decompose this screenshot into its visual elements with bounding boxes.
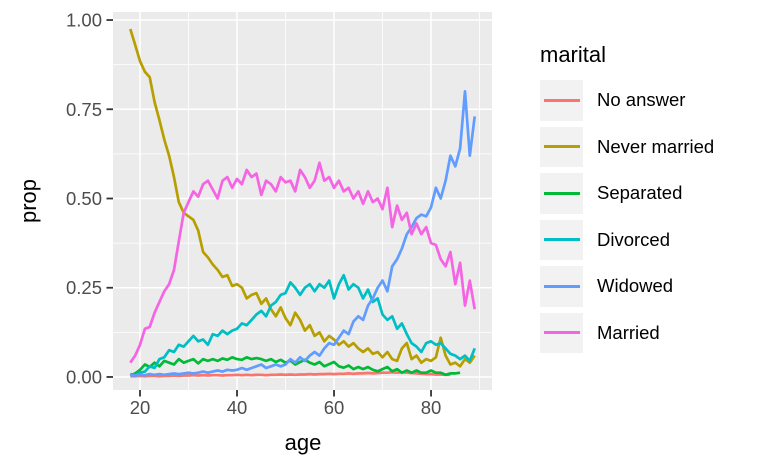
x-tick-label: 60 [324, 397, 345, 418]
x-axis-title: age [284, 430, 322, 455]
legend-key-married [540, 312, 583, 353]
plot-panel [113, 12, 492, 390]
legend-label-married: Married [597, 321, 660, 343]
y-tick-label: 0.25 [66, 277, 102, 298]
legend-line-swatch-widowed [543, 284, 580, 288]
legend: marital No answer Never married Separate… [540, 42, 714, 359]
x-tick-label: 80 [421, 397, 442, 418]
legend-label-no-answer: No answer [597, 89, 686, 111]
legend-line-swatch-never-married [543, 145, 580, 149]
line-separated [129, 355, 461, 377]
legend-label-separated: Separated [597, 182, 683, 204]
y-axis-title: prop [16, 178, 41, 224]
legend-line-swatch-married [543, 331, 580, 335]
line-married [129, 161, 477, 364]
line-never-married [129, 28, 476, 368]
y-tick-label: 1.00 [66, 10, 102, 31]
legend-item-divorced: Divorced [540, 219, 714, 260]
legend-item-married: Married [540, 312, 714, 353]
legend-key-never-married [540, 126, 583, 167]
legend-key-no-answer [540, 80, 583, 121]
legend-line-swatch-divorced [543, 238, 580, 242]
legend-item-never-married: Never married [540, 126, 715, 167]
legend-key-divorced [540, 219, 583, 260]
line-divorced [130, 273, 476, 377]
legend-item-no-answer: No answer [540, 80, 714, 121]
legend-label-divorced: Divorced [597, 228, 670, 250]
legend-key-widowed [540, 266, 583, 307]
legend-line-swatch-no-answer [543, 98, 580, 102]
x-tick-label: 40 [227, 397, 248, 418]
legend-label-widowed: Widowed [597, 275, 674, 297]
x-tick-label: 20 [130, 397, 151, 418]
y-tick-label: 0.75 [66, 99, 102, 120]
line-no-answer [130, 370, 451, 378]
legend-title: marital [540, 42, 607, 67]
legend-item-separated: Separated [540, 173, 714, 214]
line-widowed [130, 90, 477, 377]
legend-key-separated [540, 173, 583, 214]
y-tick-label: 0.50 [66, 188, 102, 209]
legend-label-never-married: Never married [597, 135, 715, 157]
y-tick-label: 0.00 [66, 366, 102, 387]
legend-line-swatch-separated [543, 191, 580, 195]
legend-item-widowed: Widowed [540, 266, 714, 307]
